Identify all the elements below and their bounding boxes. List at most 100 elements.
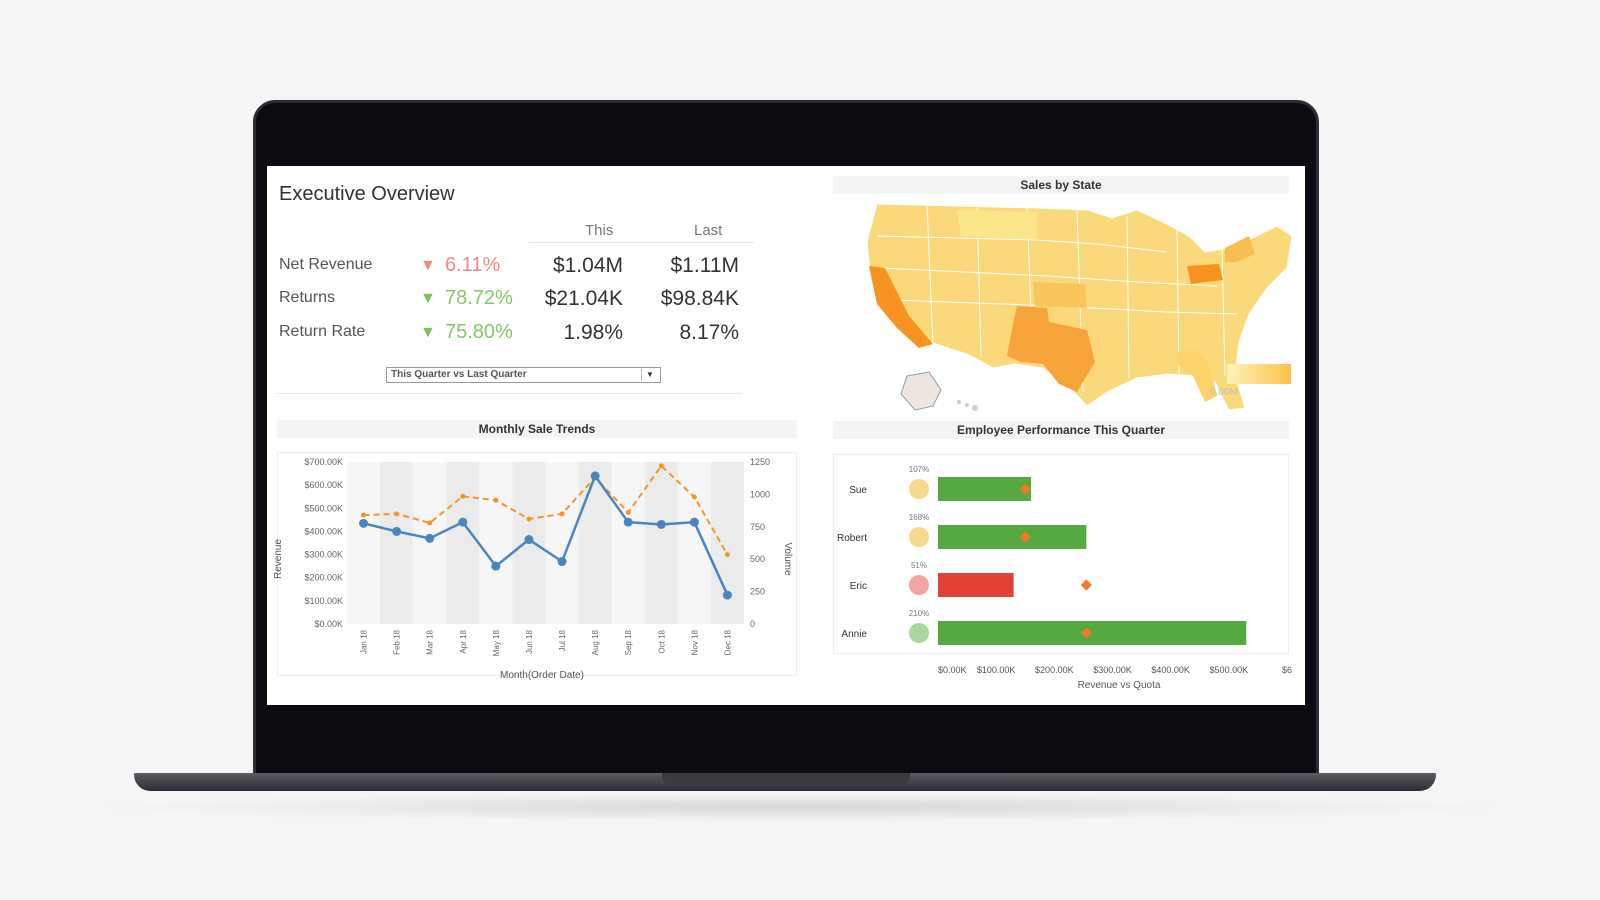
volume-point xyxy=(394,511,400,517)
revenue-point xyxy=(722,590,732,600)
kpi-label-returns: Returns xyxy=(279,289,336,306)
trend-y2-tick: 250 xyxy=(750,587,765,597)
state-new-york xyxy=(1225,236,1255,262)
employee-x-tick: $0.00K xyxy=(938,665,967,675)
employee-x-tick: $400.00K xyxy=(1151,665,1190,675)
employee-x-tick: $500.00K xyxy=(1210,665,1249,675)
employee-status-dot xyxy=(909,479,929,499)
trend-month-band xyxy=(479,462,513,624)
employee-name: Sue xyxy=(849,485,867,496)
dashboard-screen: Executive Overview This Last Net Revenue… xyxy=(267,166,1305,705)
trend-y2-axis-label: Volume xyxy=(782,542,793,576)
employee-revenue-bar xyxy=(938,621,1247,645)
trend-chart-title: Monthly Sale Trends xyxy=(277,420,797,438)
trend-y2-tick: 1250 xyxy=(750,457,770,467)
period-select-value: This Quarter vs Last Quarter xyxy=(391,369,527,380)
kpi-last-returns: $98.84K xyxy=(660,287,739,310)
trend-y-tick: $700.00K xyxy=(304,457,343,467)
state-texas xyxy=(1007,306,1095,392)
trend-x-tick: Jun 18 xyxy=(525,629,534,654)
trend-x-tick: Sep 18 xyxy=(624,629,633,655)
volume-point xyxy=(427,520,433,526)
page-title: Executive Overview xyxy=(279,183,455,205)
trend-month-band xyxy=(644,462,678,624)
volume-point xyxy=(625,510,631,516)
trend-x-tick: Jan 18 xyxy=(360,629,369,654)
volume-point xyxy=(658,463,664,469)
section-divider xyxy=(277,393,742,394)
trend-chart-frame xyxy=(277,452,797,676)
kpi-this-return-rate: 1.98% xyxy=(563,321,623,344)
kpi-this-net-revenue: $1.04M xyxy=(552,254,623,277)
employee-revenue-bar xyxy=(938,525,1087,549)
revenue-point xyxy=(425,533,435,543)
employee-quota-marker xyxy=(1080,579,1092,591)
kpi-label-net-revenue: Net Revenue xyxy=(279,256,373,273)
laptop-shadow xyxy=(90,792,1510,822)
trend-y-tick: $600.00K xyxy=(304,480,343,490)
trend-y2-tick: 500 xyxy=(750,554,765,564)
trend-y-tick: $400.00K xyxy=(304,526,343,536)
trend-month-band xyxy=(710,462,744,624)
laptop-hinge xyxy=(662,773,910,784)
state-california xyxy=(869,266,933,348)
employee-percent-label: 107% xyxy=(909,465,929,474)
volume-point xyxy=(559,511,565,517)
revenue-point xyxy=(392,526,402,536)
revenue-point xyxy=(557,557,567,567)
revenue-point xyxy=(524,535,534,545)
employee-chart: Sue 107% Robert 168% Eric 51% Annie 210% $0.00K… xyxy=(837,465,1292,691)
employee-revenue-bar xyxy=(938,477,1032,501)
trend-month-band xyxy=(545,462,579,624)
employee-status-dot xyxy=(909,527,929,547)
trend-y-tick: $300.00K xyxy=(304,550,343,560)
volume-point xyxy=(493,497,499,503)
kpi-this-returns: $21.04K xyxy=(544,287,623,310)
revenue-point xyxy=(458,517,468,527)
employee-quota-marker xyxy=(1080,627,1092,639)
trend-month-band xyxy=(611,462,645,624)
employee-percent-label: 51% xyxy=(911,561,927,570)
trend-chart: $700.00K $600.00K $500.00K $400.00K $300.00K… xyxy=(273,457,793,681)
kpi-change-returns: 78.72% xyxy=(445,287,513,309)
employee-status-dot xyxy=(909,575,929,595)
volume-point xyxy=(526,516,532,522)
trend-y-tick: $100.00K xyxy=(304,596,343,606)
trend-month-band xyxy=(413,462,447,624)
revenue-point xyxy=(623,517,633,527)
trend-x-tick: Mar 18 xyxy=(426,629,435,654)
triangle-down-icon: ▼ xyxy=(420,257,436,274)
revenue-point xyxy=(590,471,600,481)
period-select[interactable]: This Quarter vs Last Quarter ▼ xyxy=(386,367,661,383)
chevron-down-icon[interactable]: ▼ xyxy=(641,369,658,381)
revenue-point xyxy=(359,518,369,528)
map-color-legend xyxy=(1227,364,1291,384)
trend-month-band xyxy=(446,462,480,624)
employee-x-tick: $200.00K xyxy=(1035,665,1074,675)
trend-y-tick: $500.00K xyxy=(304,503,343,513)
employee-percent-label: 168% xyxy=(909,513,929,522)
state-montana xyxy=(957,210,1037,240)
trend-month-band xyxy=(578,462,612,624)
employee-chart-title: Employee Performance This Quarter xyxy=(833,421,1289,439)
trend-y-axis-label: Revenue xyxy=(273,539,284,579)
kpi-last-return-rate: 8.17% xyxy=(679,321,739,344)
trend-x-axis-label: Month(Order Date) xyxy=(500,670,584,681)
revenue-series-line xyxy=(363,473,729,596)
state-kansas xyxy=(1033,282,1087,308)
trend-x-tick: Oct 18 xyxy=(657,629,666,653)
employee-revenue-bar xyxy=(938,573,1014,597)
employee-x-tick: $6 xyxy=(1282,665,1292,675)
employee-percent-label: 210% xyxy=(909,609,929,618)
employee-name: Annie xyxy=(841,629,867,640)
volume-point xyxy=(460,493,466,499)
trend-y2-tick: 1000 xyxy=(750,489,770,499)
kpi-change-return-rate: 75.80% xyxy=(445,321,513,343)
state-alaska xyxy=(900,371,942,411)
triangle-down-icon: ▼ xyxy=(420,324,436,341)
map-legend-label: 0.00M xyxy=(1210,387,1238,398)
state-florida xyxy=(1177,350,1217,402)
employee-x-axis-label: Revenue vs Quota xyxy=(1078,680,1161,691)
employee-name: Eric xyxy=(850,581,867,592)
kpi-label-return-rate: Return Rate xyxy=(279,323,366,340)
